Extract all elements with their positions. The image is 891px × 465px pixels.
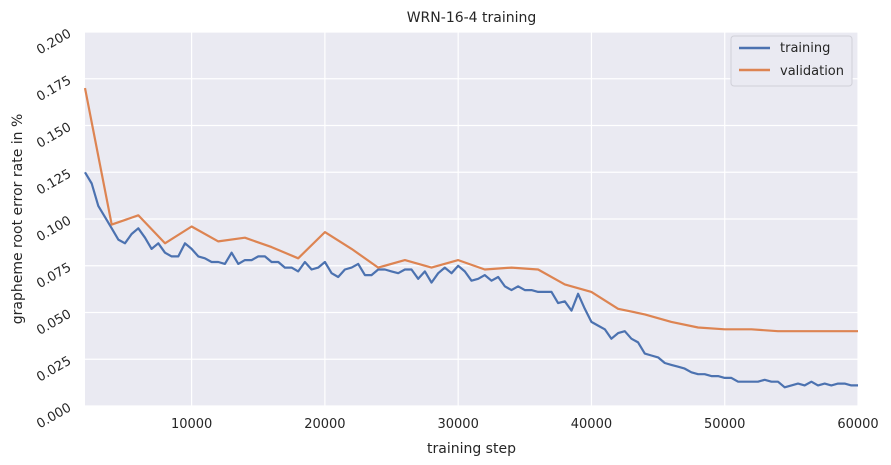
y-tick-label: 0.125 bbox=[34, 167, 74, 199]
x-tick-label: 10000 bbox=[171, 417, 212, 432]
x-axis-label: training step bbox=[427, 441, 516, 457]
legend-label-training: training bbox=[780, 41, 830, 56]
y-tick-label: 0.050 bbox=[34, 307, 74, 339]
x-tick-label: 40000 bbox=[571, 417, 612, 432]
x-tick-labels: 10000 20000 30000 40000 50000 60000 bbox=[171, 417, 879, 432]
y-tick-label: 0.200 bbox=[34, 26, 74, 58]
x-tick-label: 20000 bbox=[304, 417, 345, 432]
y-tick-label: 0.175 bbox=[34, 73, 74, 105]
y-tick-label: 0.100 bbox=[34, 213, 74, 245]
series-line-validation bbox=[83, 87, 858, 333]
series-lines bbox=[83, 87, 858, 389]
legend-label-validation: validation bbox=[780, 64, 844, 79]
grid-lines bbox=[85, 31, 859, 407]
series-line-training bbox=[84, 171, 858, 389]
chart-title: WRN-16-4 training bbox=[407, 10, 537, 26]
y-tick-label: 0.075 bbox=[34, 260, 74, 292]
y-tick-label: 0.150 bbox=[34, 120, 74, 152]
y-tick-labels: 0.000 0.025 0.050 0.075 0.100 0.125 0.150 0.175… bbox=[34, 26, 74, 432]
x-tick-label: 60000 bbox=[837, 417, 878, 432]
x-tick-label: 30000 bbox=[437, 417, 478, 432]
legend: training validation bbox=[730, 35, 853, 87]
y-tick-label: 0.000 bbox=[34, 400, 74, 432]
x-tick-label: 50000 bbox=[704, 417, 745, 432]
y-tick-label: 0.025 bbox=[34, 354, 74, 386]
y-axis-label: grapheme root error rate in % bbox=[10, 114, 26, 325]
